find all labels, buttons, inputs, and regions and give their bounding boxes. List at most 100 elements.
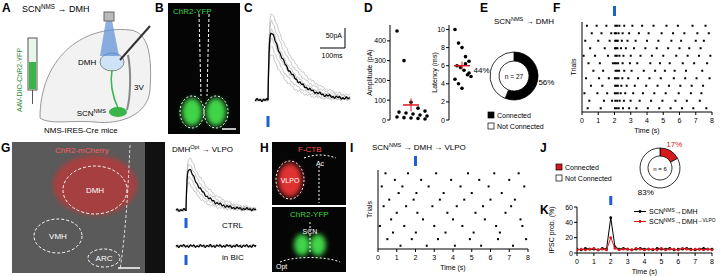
axis-title: Amplitude (pA) — [366, 49, 374, 95]
spike — [599, 62, 601, 64]
tick-label: 0 — [569, 250, 573, 257]
data-point — [395, 29, 399, 33]
spike — [700, 92, 702, 94]
plot-area — [379, 172, 527, 246]
spike — [674, 100, 676, 102]
spike — [601, 85, 603, 87]
text-part: Opt — [190, 144, 199, 150]
tick — [415, 249, 416, 252]
spike — [628, 32, 630, 34]
spike — [630, 55, 632, 57]
tick — [574, 253, 577, 254]
spike — [591, 32, 593, 34]
projection — [111, 70, 118, 108]
spike — [400, 245, 402, 247]
scale-bar — [222, 128, 236, 130]
legend-swatch — [488, 123, 494, 129]
spike — [480, 245, 482, 247]
stain-label: ChR2-YFP — [173, 7, 212, 16]
data-point — [643, 248, 646, 251]
panel-letter: G — [1, 141, 10, 155]
stain-label: ChR2-mCherry — [55, 146, 109, 155]
data-point — [464, 55, 468, 59]
region-label: DMH — [78, 58, 96, 67]
panel-letter: D — [364, 1, 373, 15]
spike — [388, 199, 390, 201]
spike — [600, 107, 602, 109]
fluorescence — [310, 234, 326, 256]
spike — [705, 107, 707, 109]
tick-label: 1 — [395, 254, 399, 261]
spike — [622, 55, 624, 57]
spike — [616, 25, 618, 27]
tick-label: 10 — [437, 26, 445, 33]
tick-label: 2 — [613, 117, 617, 124]
spike — [632, 92, 634, 94]
plot-area — [395, 29, 429, 121]
data-point — [460, 87, 464, 91]
data-point — [664, 248, 667, 251]
spike — [643, 70, 645, 72]
data-label: 83% — [638, 188, 654, 197]
axis-title: Time (s) — [634, 127, 659, 135]
tick-label: 4 — [645, 117, 649, 124]
data-point — [592, 248, 595, 251]
landmark-outline — [304, 155, 336, 203]
annotation: n = 6 — [653, 166, 667, 172]
tick — [644, 253, 645, 256]
spike — [383, 205, 385, 207]
spike — [454, 245, 456, 247]
data-point — [694, 249, 697, 252]
tick-label: 8 — [710, 117, 714, 124]
spike — [588, 62, 590, 64]
data-point — [425, 114, 429, 118]
spike — [705, 25, 707, 27]
spike — [674, 70, 676, 72]
spike — [473, 232, 475, 234]
spike — [510, 205, 512, 207]
spike — [635, 107, 637, 109]
text-part: →DMH — [675, 218, 698, 225]
series-line — [577, 218, 712, 250]
spike — [623, 100, 625, 102]
annotation: n = 27 — [505, 73, 524, 80]
tick — [471, 249, 472, 252]
spike — [659, 62, 661, 64]
tick-label: 40 — [565, 219, 573, 226]
spike — [647, 107, 649, 109]
spike — [661, 32, 663, 34]
spike — [708, 32, 710, 34]
data-label: 17% — [666, 140, 682, 149]
data-point — [626, 248, 629, 251]
text-part: → VLPO — [199, 145, 233, 154]
spike — [450, 179, 452, 181]
legend-swatch — [556, 164, 562, 170]
stain-label: F-CTB — [298, 145, 322, 154]
tick-label: 0 — [441, 117, 445, 124]
current-trace — [176, 165, 256, 212]
spike — [431, 205, 433, 207]
panel-title: DMHOpt → VLPO — [172, 144, 233, 154]
tick — [446, 83, 449, 84]
region-label: DMH — [86, 186, 104, 195]
current-trace — [176, 245, 256, 248]
spike — [709, 55, 711, 57]
syringe — [28, 38, 37, 90]
data-point — [609, 216, 612, 219]
spike — [609, 40, 611, 42]
spike — [685, 70, 687, 72]
legend-label: Connected — [497, 112, 531, 119]
spike — [706, 62, 708, 64]
spike — [452, 218, 454, 220]
figure: ASCNNMS → DMHAAV-DIO-ChR2-YFPDMH3VSCNNMS… — [0, 0, 720, 276]
spike — [700, 47, 702, 49]
spike — [603, 100, 605, 102]
spike — [616, 55, 618, 57]
tick — [695, 253, 696, 256]
virus-label: AAV-DIO-ChR2-YFP — [16, 48, 23, 112]
data-point — [711, 248, 714, 251]
spike — [691, 85, 693, 87]
tick-label: 7 — [507, 254, 511, 261]
ventricle — [127, 55, 130, 110]
data-point — [639, 248, 642, 251]
